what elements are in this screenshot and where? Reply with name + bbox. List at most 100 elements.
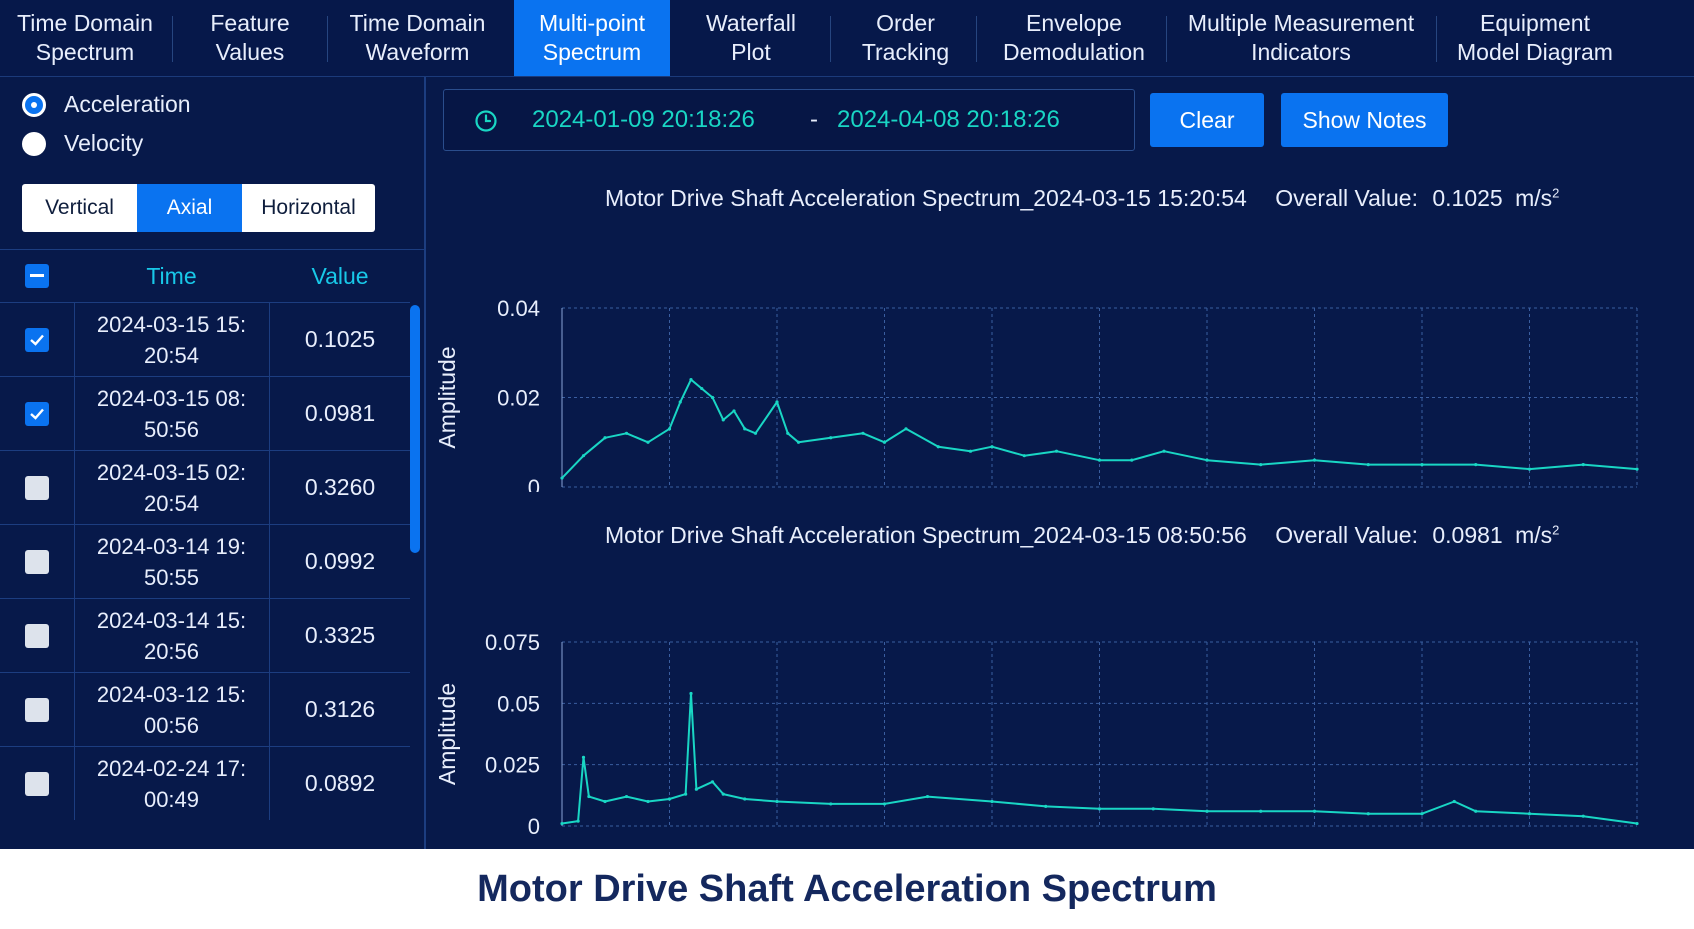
chart2-overall-label: Overall Value: <box>1275 522 1418 548</box>
row-checkbox[interactable] <box>25 698 49 722</box>
figure-caption: Motor Drive Shaft Acceleration Spectrum <box>0 849 1694 929</box>
table-row[interactable]: 2024-03-15 08: 50:56 0.0981 <box>0 376 410 450</box>
data-point <box>721 418 725 422</box>
y-tick-label: 0.05 <box>497 691 540 716</box>
data-point <box>581 755 586 759</box>
x-tick-label: 800 <box>1404 835 1441 838</box>
row-checkbox-cell <box>0 747 75 820</box>
data-point <box>753 431 758 435</box>
start-date[interactable]: 2024-01-09 20:18:26 <box>532 106 755 133</box>
data-point <box>710 780 715 784</box>
data-point <box>743 797 747 801</box>
time-column-header[interactable]: Time <box>146 262 197 289</box>
tab-multi-point-spectrum[interactable]: Multi-point Spectrum <box>514 0 670 76</box>
tab-envelope-demodulation[interactable]: Envelope Demodulation <box>1003 10 1145 65</box>
y-tick-label: 0.025 <box>485 753 540 778</box>
tab-equipment-model-diagram[interactable]: Equipment Model Diagram <box>1457 10 1613 65</box>
table-row[interactable]: 2024-03-15 02: 20:54 0.3260 <box>0 450 410 524</box>
tab-divider <box>976 16 977 62</box>
data-point <box>646 440 650 444</box>
tab-time-domain-waveform[interactable]: Time Domain Waveform <box>349 10 486 65</box>
x-tick-label: 400 <box>974 835 1011 838</box>
data-point <box>1581 463 1585 467</box>
chart1-overall-value: 0.1025 <box>1432 185 1503 211</box>
date-range-picker[interactable]: 2024-01-09 20:18:26 - 2024-04-08 20:18:2… <box>443 89 1135 151</box>
data-point <box>689 691 693 696</box>
radio-selected-icon <box>22 92 46 117</box>
left-panel: Acceleration Velocity Vertical Axial Hor… <box>0 77 426 849</box>
data-point <box>587 794 591 799</box>
tab-waterfall-plot[interactable]: Waterfall Plot <box>706 10 796 65</box>
chart2-spectrum: 0 100 200 300 400 500 600 700 800 900 1000 0 0.025 0.… <box>434 630 1661 838</box>
row-checkbox[interactable] <box>25 476 49 500</box>
direction-selector: Vertical Axial Horizontal <box>22 184 375 232</box>
table-row[interactable]: 2024-03-14 19: 50:55 0.0992 <box>0 524 410 598</box>
value-column-header[interactable]: Value <box>311 262 369 289</box>
row-time: 2024-03-15 08: 50:56 <box>74 377 270 450</box>
row-value: 0.3126 <box>304 696 376 722</box>
data-point <box>684 792 688 796</box>
data-point <box>1162 449 1166 453</box>
row-value: 0.0992 <box>304 548 376 574</box>
chart1-title: Motor Drive Shaft Acceleration Spectrum_… <box>605 185 1247 211</box>
table-row[interactable]: 2024-03-15 15: 20:54 0.1025 <box>0 302 410 376</box>
data-point <box>775 799 779 804</box>
row-checkbox[interactable] <box>25 624 49 648</box>
data-point <box>1635 821 1639 826</box>
table-header: Time Value <box>0 250 424 302</box>
radio-acceleration[interactable]: Acceleration <box>22 91 191 118</box>
clear-button[interactable]: Clear <box>1150 93 1264 147</box>
chart2-overall-value: 0.0981 <box>1432 522 1503 548</box>
tab-divider <box>1166 16 1167 62</box>
data-point <box>1527 812 1532 816</box>
y-axis-label: Amplitude <box>434 683 460 785</box>
series-line <box>561 378 1638 479</box>
data-point <box>689 378 693 382</box>
tab-feature-values[interactable]: Feature Values <box>210 10 290 65</box>
row-checkbox-cell <box>0 377 75 450</box>
app-window: Time Domain Spectrum Feature Values Time… <box>0 0 1694 849</box>
data-point <box>990 799 994 804</box>
radio-velocity[interactable]: Velocity <box>22 130 143 157</box>
row-checkbox[interactable] <box>25 402 49 426</box>
data-point <box>990 445 994 449</box>
tab-divider <box>830 16 831 62</box>
tab-divider <box>1436 16 1437 62</box>
data-point <box>624 794 629 799</box>
tab-divider <box>327 16 328 62</box>
row-checkbox[interactable] <box>25 550 49 574</box>
direction-axial-button[interactable]: Axial <box>137 184 242 232</box>
row-checkbox[interactable] <box>25 772 49 796</box>
scrollbar-thumb[interactable] <box>410 305 420 553</box>
tab-order-tracking[interactable]: Order Tracking <box>861 10 950 65</box>
tab-multiple-measurement-indicators[interactable]: Multiple Measurement Indicators <box>1187 10 1415 65</box>
direction-vertical-button[interactable]: Vertical <box>22 184 137 232</box>
row-checkbox[interactable] <box>25 328 49 352</box>
tab-time-domain-spectrum[interactable]: Time Domain Spectrum <box>17 10 153 65</box>
data-point <box>743 427 747 431</box>
checkmark-icon <box>30 408 44 420</box>
row-checkbox-cell <box>0 673 75 746</box>
direction-horizontal-button[interactable]: Horizontal <box>242 184 375 232</box>
radio-label: Velocity <box>64 130 144 156</box>
data-point <box>667 427 672 431</box>
table-row[interactable]: 2024-03-12 15: 00:56 0.3126 <box>0 672 410 746</box>
select-all-checkbox[interactable] <box>25 264 49 288</box>
data-point <box>861 431 865 435</box>
row-time: 2024-03-15 15: 20:54 <box>74 303 270 376</box>
data-point <box>1366 463 1370 467</box>
data-point <box>576 819 580 823</box>
show-notes-button[interactable]: Show Notes <box>1281 93 1448 147</box>
data-point <box>678 400 682 404</box>
chart1-overall-label: Overall Value: <box>1275 185 1418 211</box>
table-row[interactable]: 2024-03-14 15: 20:56 0.3325 <box>0 598 410 672</box>
row-time: 2024-03-15 02: 20:54 <box>74 451 270 524</box>
end-date[interactable]: 2024-04-08 20:18:26 <box>837 106 1060 133</box>
row-value: 0.3325 <box>304 622 376 648</box>
data-point <box>581 454 586 458</box>
table-row[interactable]: 2024-02-24 17: 00:49 0.0892 <box>0 746 410 820</box>
data-point <box>1452 799 1456 804</box>
data-point <box>667 797 672 801</box>
data-point <box>1097 458 1102 462</box>
series-line <box>561 692 1638 825</box>
